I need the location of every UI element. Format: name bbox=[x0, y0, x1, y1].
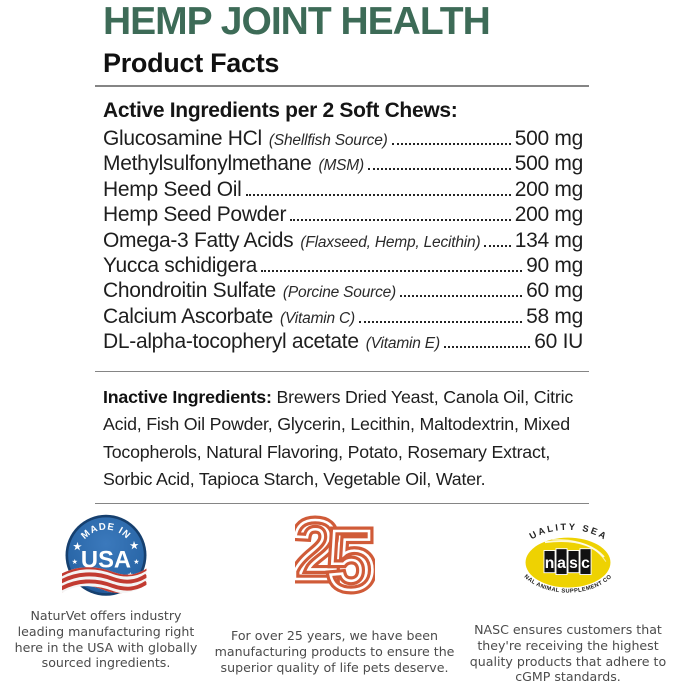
inactive-ingredients: Inactive Ingredients: Brewers Dried Yeas… bbox=[103, 384, 589, 494]
ingredient-row: DL-alpha-tocopheryl acetate (Vitamin E) … bbox=[103, 330, 583, 355]
footer: ★ MADE IN ★ ★ ★ ★ ★ USA NaturV bbox=[0, 509, 679, 683]
ingredient-name: Hemp Seed Powder bbox=[103, 203, 287, 227]
ingredient-name: Hemp Seed Oil bbox=[103, 177, 242, 201]
made-in-usa-badge-icon: ★ MADE IN ★ ★ ★ ★ ★ USA bbox=[62, 512, 150, 602]
ingredient-name: Calcium Ascorbate bbox=[103, 304, 273, 328]
ingredient-name: DL-alpha-tocopheryl acetate bbox=[103, 330, 359, 354]
inactive-ingredients-label: Inactive Ingredients: bbox=[103, 386, 272, 407]
ingredient-amount: 60 IU bbox=[534, 330, 583, 354]
ingredient-note: (Shellfish Source) bbox=[268, 132, 388, 149]
digit-5-outline: 5 bbox=[328, 515, 375, 599]
ingredient-amount: 60 mg bbox=[526, 279, 583, 303]
dot-leader bbox=[391, 143, 511, 145]
ingredient-note: (Porcine Source) bbox=[282, 284, 397, 302]
label-content: HEMP JOINT HEALTH Product Facts Active I… bbox=[95, 0, 589, 504]
dot-leader bbox=[245, 193, 511, 196]
ingredient-amount: 200 mg bbox=[514, 177, 584, 201]
dot-leader bbox=[359, 320, 523, 323]
dot-leader bbox=[400, 295, 523, 298]
dot-leader bbox=[290, 219, 511, 222]
ingredient-row: Chondroitin Sulfate (Porcine Source) 60 … bbox=[103, 279, 583, 304]
divider bbox=[95, 370, 589, 372]
ingredient-name: Chondroitin Sulfate bbox=[103, 279, 276, 303]
divider bbox=[95, 502, 589, 504]
usa-caption: NaturVet offers industry leading manufac… bbox=[14, 608, 198, 671]
nasc-seal-icon: QUALITY SEAL n a s c bbox=[498, 509, 638, 602]
ingredient-note: (MSM) bbox=[318, 157, 364, 175]
ingredient-row: Hemp Seed Oil 200 mg bbox=[103, 178, 583, 203]
ingredient-row: Glucosamine HCl (Shellfish Source) 500 m… bbox=[103, 127, 583, 152]
star-icon: ★ bbox=[133, 558, 139, 566]
ingredient-name: Yucca schidigera bbox=[103, 253, 257, 277]
anniversary-25-icon: 2 2 5 5 bbox=[295, 512, 375, 602]
nasc-letter: n bbox=[545, 555, 555, 572]
dot-leader bbox=[484, 244, 511, 247]
dot-leader bbox=[443, 346, 531, 349]
ingredient-name: Glucosamine HCl bbox=[103, 127, 262, 150]
footer-column-anniversary: 2 2 5 5 For over 25 years, we have been … bbox=[211, 512, 459, 683]
nasc-caption: NASC ensures customers that they're rece… bbox=[469, 622, 667, 683]
ingredient-note: (Vitamin C) bbox=[279, 309, 356, 327]
anniversary-caption: For over 25 years, we have been manufact… bbox=[214, 628, 455, 675]
nasc-letter: s bbox=[569, 555, 578, 572]
page-title: HEMP JOINT HEALTH bbox=[103, 0, 491, 43]
inactive-ingredients-text: Brewers Dried Yeast, Canola Oil, Citric … bbox=[103, 386, 574, 490]
digit-2-outline: 2 bbox=[295, 515, 339, 597]
ingredient-row: Methylsulfonylmethane (MSM) 500 mg bbox=[103, 152, 583, 177]
ingredient-note: (Vitamin E) bbox=[365, 335, 440, 353]
divider bbox=[95, 85, 589, 87]
ingredient-amount: 90 mg bbox=[526, 253, 583, 277]
dot-leader bbox=[367, 168, 511, 171]
digit-5-stripe: 5 bbox=[328, 515, 375, 599]
ingredient-row: Hemp Seed Powder 200 mg bbox=[103, 203, 583, 228]
ingredient-row: Yucca schidigera 90 mg bbox=[103, 254, 583, 279]
ingredient-amount: 500 mg bbox=[514, 127, 584, 150]
svg-text:QUALITY SEAL: QUALITY SEAL bbox=[498, 509, 610, 542]
dot-leader bbox=[260, 269, 523, 272]
star-icon: ★ bbox=[72, 558, 78, 566]
ingredient-name: Omega-3 Fatty Acids bbox=[103, 228, 294, 252]
active-ingredients-list: Glucosamine HCl (Shellfish Source) 500 m… bbox=[103, 127, 583, 356]
ingredient-amount: 500 mg bbox=[514, 152, 584, 176]
ingredient-note: (Flaxseed, Hemp, Lecithin) bbox=[300, 233, 481, 251]
quality-seal-arc-text: QUALITY SEAL bbox=[498, 509, 608, 542]
ingredient-amount: 58 mg bbox=[526, 304, 583, 328]
footer-column-nasc: QUALITY SEAL n a s c bbox=[465, 509, 671, 683]
digit-2-stripe: 2 bbox=[295, 515, 339, 597]
active-ingredients-heading: Active Ingredients per 2 Soft Chews: bbox=[103, 99, 458, 122]
product-facts-heading: Product Facts bbox=[103, 48, 280, 78]
ingredient-amount: 200 mg bbox=[514, 203, 584, 227]
nasc-letter-boxes: n a s c bbox=[543, 548, 592, 575]
ingredient-row: Calcium Ascorbate (Vitamin C) 58 mg bbox=[103, 305, 583, 330]
nasc-letter: a bbox=[557, 555, 566, 572]
ingredient-name: Methylsulfonylmethane bbox=[103, 152, 312, 176]
ingredient-row: Omega-3 Fatty Acids (Flaxseed, Hemp, Lec… bbox=[103, 229, 583, 254]
ingredient-amount: 134 mg bbox=[514, 228, 584, 252]
nasc-letter: c bbox=[581, 555, 590, 572]
footer-column-usa: ★ MADE IN ★ ★ ★ ★ ★ USA NaturV bbox=[8, 512, 204, 683]
